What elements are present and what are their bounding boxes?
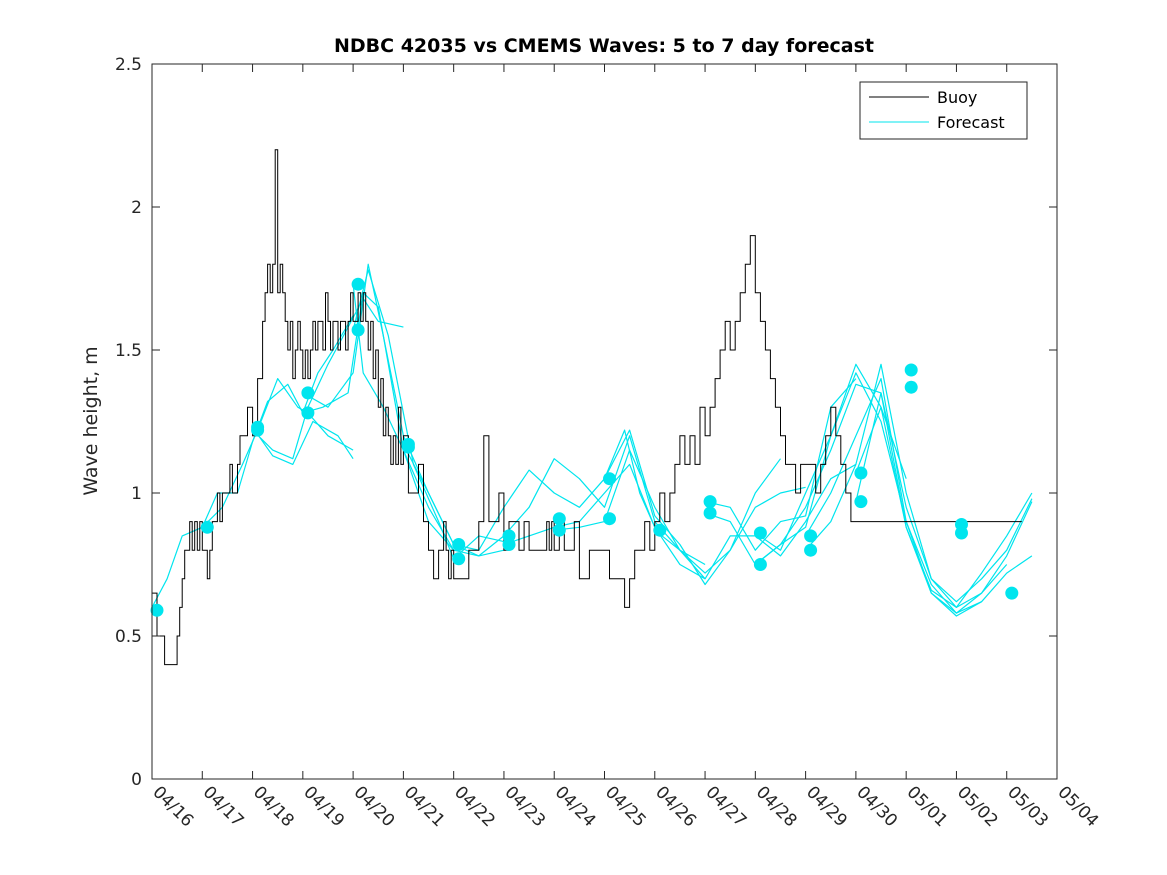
forecast-marker-30 [955,526,968,540]
forecast-marker-15 [552,523,566,537]
forecast-line-12 [603,429,806,586]
legend-box [859,81,1028,140]
y-tick-label: 2 [131,198,142,218]
plot-markers [150,277,1019,617]
forecast-marker-11 [452,552,466,566]
y-tick-label: 1 [131,484,142,504]
forecast-line-16 [754,372,982,614]
y-axis-label: Wave height, m [80,346,102,495]
forecast-line-15 [704,363,907,566]
buoy-line [152,149,1022,666]
forecast-marker-25 [854,466,868,480]
forecast-marker-9 [401,440,415,454]
forecast-marker-19 [703,495,717,509]
forecast-line-3 [252,420,354,465]
forecast-line-2 [252,297,404,460]
forecast-marker-27 [904,363,918,377]
forecast-marker-28 [904,380,918,394]
y-tick-label: 0.5 [115,627,142,647]
forecast-marker-5 [301,406,315,420]
forecast-marker-20 [703,506,717,520]
forecast-line-11 [554,449,781,574]
forecast-marker-22 [753,558,767,571]
forecast-line-10 [503,463,706,580]
plot-lines [151,149,1033,666]
forecast-line-21 [855,392,1033,617]
forecast-line-5 [302,292,455,551]
forecast-marker-3 [251,420,265,434]
y-tick-label: 1.5 [115,341,142,361]
y-axis-ticks: 0 0.5 1 1.5 2 2.5 [115,55,1057,790]
legend: Buoy Forecast [859,81,1028,140]
forecast-marker-21 [753,526,767,540]
forecast-line-7 [352,284,505,557]
forecast-line-20 [855,406,1033,608]
forecast-marker-14 [552,512,566,526]
forecast-marker-4 [301,386,315,400]
forecast-marker-24 [804,543,818,557]
forecast-marker-1 [200,520,214,534]
y-tick-label: 0 [131,770,142,790]
forecast-marker-13 [502,538,516,551]
forecast-marker-7 [351,323,365,337]
forecast-line-6 [352,269,505,560]
forecast-line-18 [805,363,1033,603]
forecast-marker-26 [854,495,868,509]
y-tick-label: 2.5 [115,55,142,75]
forecast-marker-31 [1005,586,1019,600]
forecast-marker-16 [603,472,616,486]
legend-label-buoy: Buoy [937,88,977,107]
forecast-marker-0 [150,603,164,617]
chart-title: NDBC 42035 vs CMEMS Waves: 5 to 7 day fo… [334,35,874,57]
forecast-marker-23 [804,529,818,543]
forecast-line-8 [402,429,656,551]
legend-label-forecast: Forecast [937,113,1005,132]
forecast-marker-6 [351,277,365,291]
forecast-marker-17 [603,512,616,526]
forecast-marker-18 [653,523,667,537]
forecast-marker-10 [452,538,466,551]
